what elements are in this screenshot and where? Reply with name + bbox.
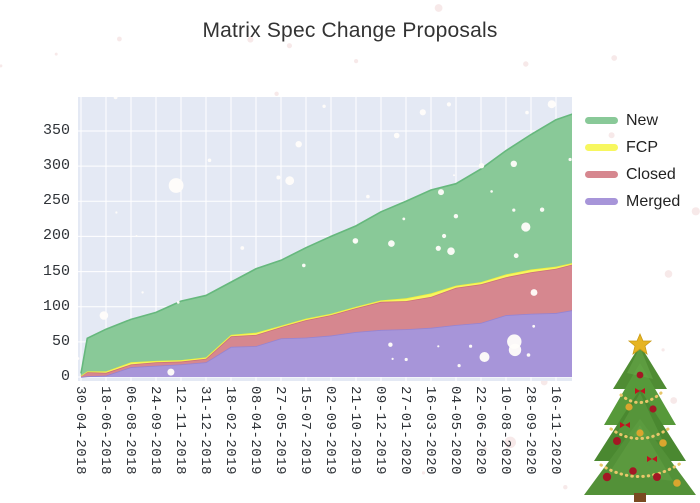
chart-title: Matrix Spec Change Proposals [202, 19, 498, 42]
y-tick-label: 150 [42, 262, 70, 280]
legend-swatch-new [585, 117, 618, 124]
x-tick-label: 28-09-2020 [522, 386, 538, 476]
area-edge-new [80, 113, 572, 374]
y-tick-label: 50 [51, 332, 70, 350]
plot-area[interactable] [78, 97, 572, 381]
x-tick-label: 21-10-2019 [347, 386, 363, 476]
x-tick-label: 04-05-2020 [447, 386, 463, 476]
legend: New FCP Closed Merged [585, 107, 680, 215]
y-tick-label: 100 [42, 297, 70, 315]
x-tick-label: 18-02-2019 [222, 386, 238, 476]
legend-swatch-merged [585, 198, 618, 205]
x-tick-label: 12-11-2018 [172, 386, 188, 476]
y-tick-label: 300 [42, 157, 70, 175]
x-tick-label: 30-04-2018 [72, 386, 88, 476]
area-band-new [81, 114, 572, 376]
legend-label: Closed [626, 165, 676, 183]
y-tick-label: 0 [60, 368, 70, 385]
x-tick-label: 16-11-2020 [547, 386, 563, 476]
x-tick-label: 31-12-2018 [197, 386, 213, 476]
x-tick-label: 18-06-2018 [97, 386, 113, 476]
x-tick-label: 06-08-2018 [122, 386, 138, 476]
x-tick-label: 08-04-2019 [247, 386, 263, 476]
legend-item-closed[interactable]: Closed [585, 161, 680, 188]
area-edge-merged [80, 309, 572, 378]
y-tick-label: 200 [42, 227, 70, 245]
x-tick-label: 24-09-2018 [147, 386, 163, 476]
y-tick-label: 250 [42, 192, 70, 210]
x-tick-label: 15-07-2019 [297, 386, 313, 476]
legend-item-fcp[interactable]: FCP [585, 134, 680, 161]
legend-label: New [626, 111, 659, 129]
x-tick-label: 27-05-2019 [272, 386, 288, 476]
legend-item-merged[interactable]: Merged [585, 188, 680, 215]
x-tick-label: 16-03-2020 [422, 386, 438, 476]
area-band-merged [81, 310, 572, 377]
legend-swatch-fcp [585, 144, 618, 151]
legend-label: Merged [626, 192, 681, 210]
x-tick-label: 22-06-2020 [472, 386, 488, 476]
y-tick-label: 350 [42, 121, 70, 139]
x-tick-label: 02-09-2019 [322, 386, 338, 476]
legend-item-new[interactable]: New [585, 107, 680, 134]
area-band-fcp [81, 263, 572, 376]
x-tick-label: 09-12-2019 [372, 386, 388, 476]
area-band-closed [81, 264, 572, 377]
x-tick-label: 27-01-2020 [397, 386, 413, 476]
x-tick-label: 10-08-2020 [497, 386, 513, 476]
legend-label: FCP [626, 138, 658, 156]
legend-swatch-closed [585, 171, 618, 178]
